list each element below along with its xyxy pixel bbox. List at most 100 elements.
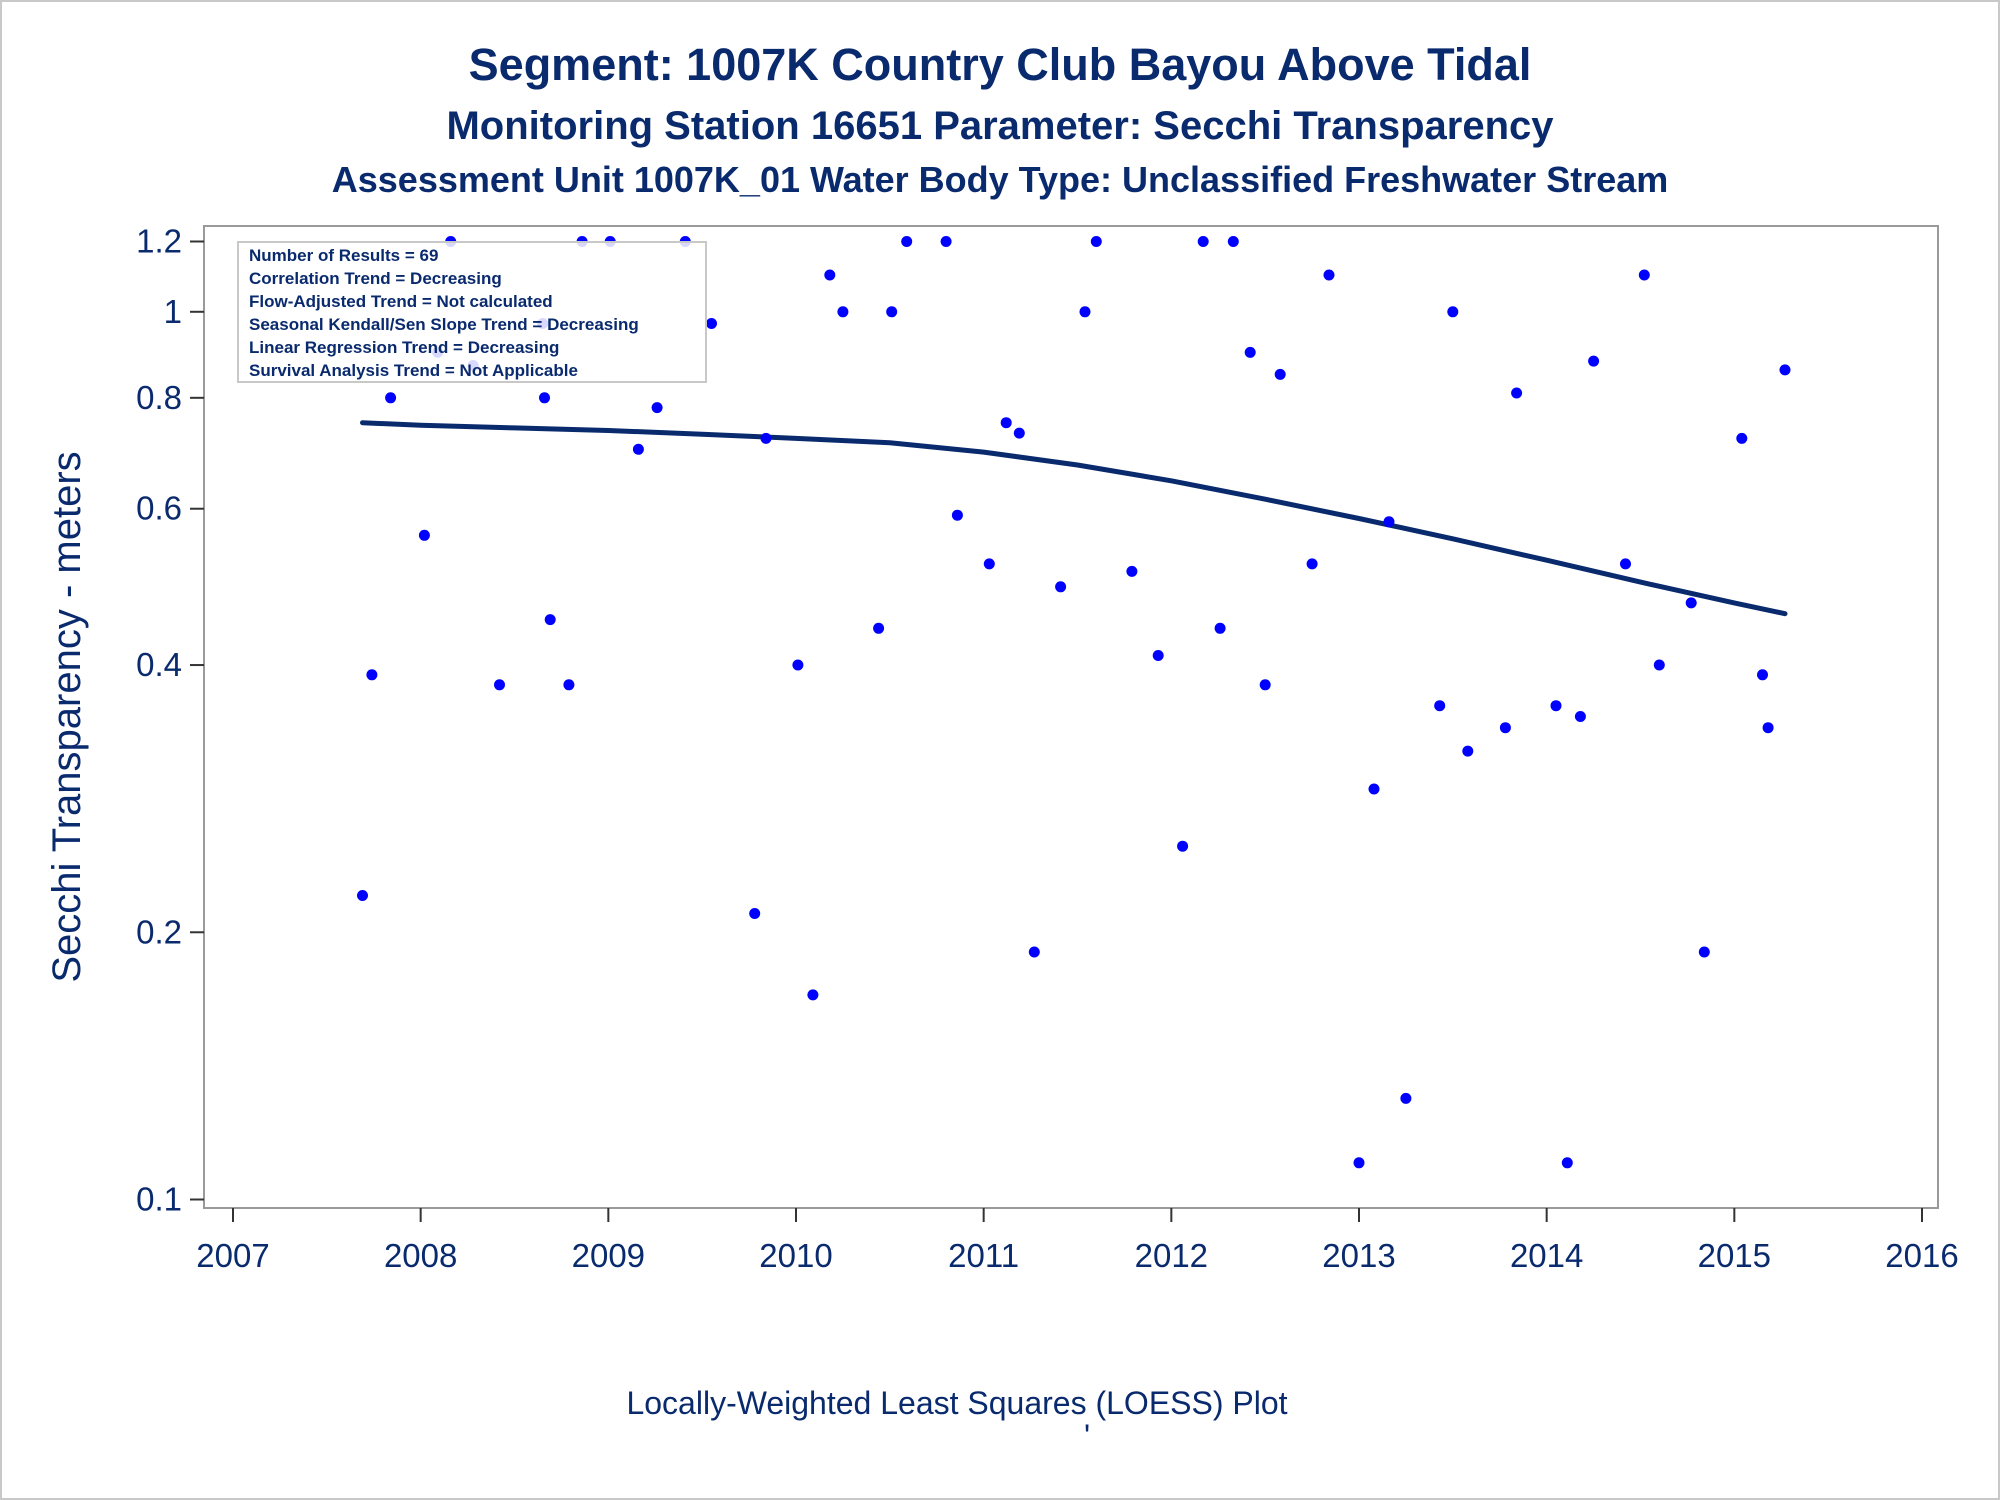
data-point xyxy=(1447,306,1459,318)
y-tick-label: 0.6 xyxy=(136,490,182,527)
y-tick-label: 0.1 xyxy=(136,1181,182,1218)
data-point xyxy=(1126,565,1138,577)
data-point xyxy=(1274,368,1286,380)
data-point xyxy=(1757,669,1768,681)
data-point xyxy=(385,392,397,404)
data-point xyxy=(1499,722,1511,734)
data-point xyxy=(1762,722,1774,734)
data-point xyxy=(824,269,836,281)
x-tick-label: 2015 xyxy=(1698,1237,1771,1274)
data-point xyxy=(1383,516,1395,528)
data-point xyxy=(1574,711,1586,722)
data-point xyxy=(1588,355,1600,367)
chart-title: Segment: 1007K Country Club Bayou Above … xyxy=(469,39,1532,90)
data-point xyxy=(940,236,952,247)
data-point xyxy=(1013,427,1025,439)
x-tick-label: 2014 xyxy=(1510,1237,1583,1274)
data-point xyxy=(983,558,995,570)
loess-curve xyxy=(360,420,1788,617)
data-point xyxy=(792,659,804,671)
footnote: Locally-Weighted Least Squares (LOESS) P… xyxy=(626,1385,1287,1421)
data-point xyxy=(749,908,761,919)
data-point xyxy=(632,443,644,455)
x-tick-label: 2010 xyxy=(759,1237,832,1274)
y-axis: 0.1 0.2 0.4 0.6 0.8 1 1.2 xyxy=(136,223,204,1218)
data-point xyxy=(1561,1157,1573,1169)
data-point xyxy=(837,306,849,318)
data-point xyxy=(1353,1157,1365,1169)
x-tick-label: 2008 xyxy=(384,1237,457,1274)
data-point xyxy=(951,509,963,521)
footnote-mark: ' xyxy=(1084,1418,1090,1454)
data-point xyxy=(1197,236,1209,247)
y-tick-label: 0.4 xyxy=(136,646,182,683)
data-point xyxy=(886,306,898,318)
data-point xyxy=(544,614,556,626)
y-tick-label: 0.2 xyxy=(136,913,182,950)
y-axis-label: Secchi Transparency - meters xyxy=(45,451,89,982)
data-point xyxy=(1550,700,1562,712)
data-point xyxy=(1653,659,1665,671)
data-point xyxy=(1323,269,1335,281)
stats-box-frame xyxy=(237,241,707,383)
stats-correlation: Correlation Trend = Decreasing xyxy=(249,269,502,288)
stats-box: Number of Results = 69 Correlation Trend… xyxy=(237,241,707,383)
data-point xyxy=(873,622,885,634)
data-point xyxy=(563,679,575,691)
x-tick-label: 2011 xyxy=(948,1237,1019,1274)
stats-seasonal-kendall: Seasonal Kendall/Sen Slope Trend = Decre… xyxy=(249,315,639,334)
chart-subtitle-2: Assessment Unit 1007K_01 Water Body Type… xyxy=(332,159,1669,200)
data-point xyxy=(1079,306,1091,318)
stats-results: Number of Results = 69 xyxy=(249,246,438,265)
data-point xyxy=(1152,650,1164,661)
data-point xyxy=(1000,417,1012,429)
x-axis: 2007 2008 2009 2010 2011 2012 2013 2014 2015 2016 xyxy=(196,1208,1959,1274)
data-point xyxy=(901,236,913,247)
data-point xyxy=(1214,622,1226,634)
data-point xyxy=(1462,745,1474,757)
plot-area xyxy=(203,225,1939,1209)
data-point xyxy=(1736,432,1748,444)
data-point xyxy=(1259,679,1271,691)
data-point xyxy=(539,392,550,404)
data-point xyxy=(706,318,717,329)
data-point xyxy=(357,890,368,901)
data-point xyxy=(1698,946,1710,958)
data-point xyxy=(760,432,772,444)
data-point xyxy=(366,669,378,681)
data-point xyxy=(1055,581,1067,593)
data-point xyxy=(1177,840,1189,852)
data-point xyxy=(418,529,430,541)
stats-flow-adjusted: Flow-Adjusted Trend = Not calculated xyxy=(249,292,553,311)
data-points xyxy=(357,236,1791,1169)
data-point xyxy=(1685,597,1697,609)
data-point xyxy=(494,679,505,691)
stats-linear-regression: Linear Regression Trend = Decreasing xyxy=(249,338,559,357)
data-point xyxy=(1244,346,1256,358)
data-point xyxy=(1028,946,1040,958)
x-tick-label: 2012 xyxy=(1135,1237,1208,1274)
data-point xyxy=(1434,700,1446,712)
x-tick-label: 2016 xyxy=(1885,1237,1958,1274)
data-point xyxy=(1368,783,1380,795)
y-tick-label: 1 xyxy=(164,293,182,330)
data-point xyxy=(1638,269,1650,281)
stats-survival: Survival Analysis Trend = Not Applicable xyxy=(249,361,578,380)
loess-line xyxy=(360,420,1788,617)
chart-subtitle: Monitoring Station 16651 Parameter: Secc… xyxy=(446,104,1554,148)
data-point xyxy=(1620,558,1631,570)
x-tick-label: 2013 xyxy=(1322,1237,1395,1274)
y-tick-label: 1.2 xyxy=(136,223,182,260)
data-point xyxy=(1779,364,1791,376)
y-tick-label: 0.8 xyxy=(136,379,182,416)
x-tick-label: 2007 xyxy=(196,1237,269,1274)
x-tick-label: 2009 xyxy=(572,1237,645,1274)
data-point xyxy=(1400,1092,1412,1104)
data-point xyxy=(1511,387,1523,399)
data-point xyxy=(807,989,819,1001)
data-point xyxy=(651,402,663,414)
data-point xyxy=(1227,236,1239,247)
data-point xyxy=(1090,236,1102,247)
